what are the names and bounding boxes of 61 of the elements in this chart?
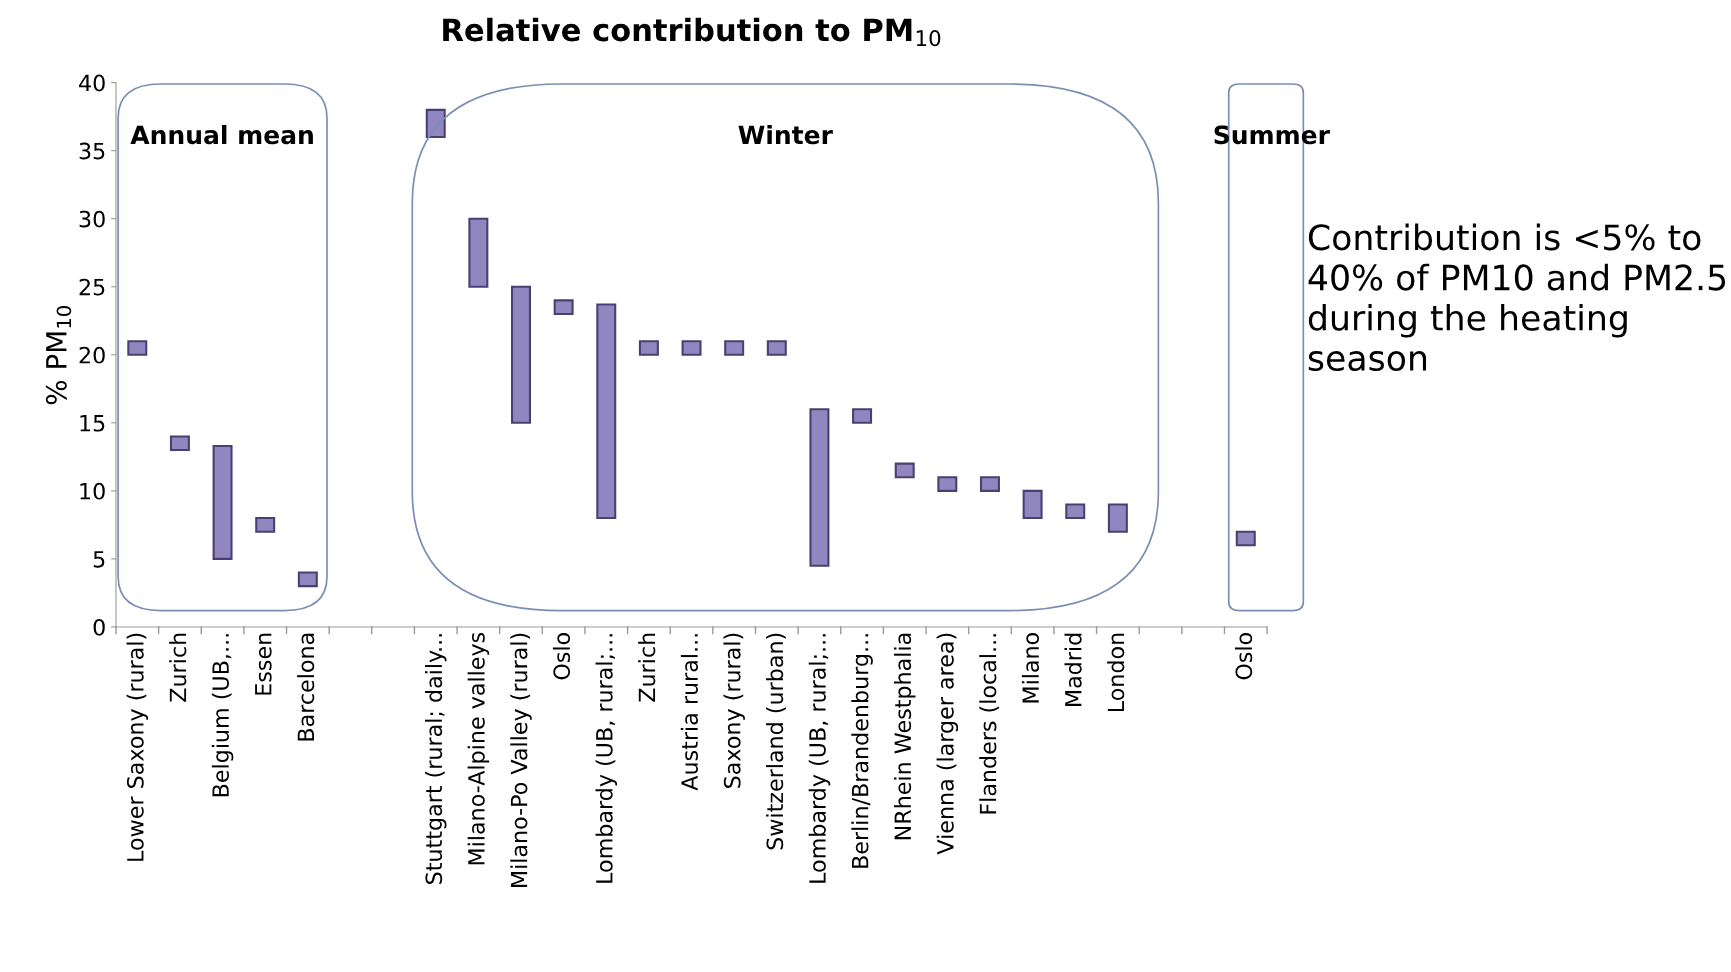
bar (724, 340, 745, 356)
bar (1022, 489, 1043, 520)
x-tick-label: Lower Saxony (rural) (126, 633, 149, 861)
x-tick-label: Milano-Po Valley (rural) (510, 633, 532, 887)
x-tick-label: Vienna (larger area) (936, 633, 959, 855)
x-tick-label: Barcelona (297, 633, 315, 741)
x-tick-label: NRhein Westphalia (893, 633, 916, 840)
bar (297, 571, 318, 588)
bar (638, 340, 659, 356)
chart-title: Relative contribution to PM$_{10}$ (443, 17, 941, 47)
y-tick-label: 30 (79, 210, 105, 228)
x-tick-label: Zurich (169, 633, 187, 702)
y-tick-label: 15 (80, 415, 105, 432)
bar (809, 408, 830, 567)
y-tick-label: 10 (80, 482, 105, 500)
bar (894, 462, 915, 479)
bar (425, 108, 446, 139)
bar (169, 435, 190, 452)
bar (596, 303, 617, 520)
y-tick-label: 40 (79, 74, 105, 92)
x-tick-label: Madrid (1064, 633, 1082, 706)
x-tick-label: Zurich (638, 633, 656, 702)
x-tick-label: Milano-Alpine valleys (467, 632, 490, 865)
bar (511, 285, 531, 424)
bar (766, 340, 787, 356)
x-tick-label: Essen (255, 633, 272, 695)
bar (212, 444, 233, 560)
x-tick-label: Oslo (1235, 633, 1253, 680)
bar (1235, 530, 1256, 547)
y-tick-label: 25 (79, 278, 105, 296)
x-tick-label: Berlin/Brandenburg... (851, 634, 873, 868)
bar (1065, 503, 1086, 520)
x-tick-label: Belgium (UB,... (211, 634, 234, 797)
text: Contribution is <5% to 40% of PM10 and PM2.5 during the heating season (1308, 223, 1726, 372)
y-axis-title: % PM$_{10}$ (45, 306, 72, 405)
bar (852, 408, 873, 424)
x-tick-label: Switzerland (urban) (766, 633, 786, 850)
x-tick-label: Milano (1021, 633, 1040, 703)
y-tick-label: 20 (79, 346, 105, 364)
y-tick-label: 5 (93, 551, 105, 568)
bar (681, 340, 702, 356)
annotation: Summer (1214, 125, 1330, 145)
annotation: Winter (738, 124, 833, 145)
x-tick-label: Austria rural... (680, 634, 698, 791)
bar (937, 476, 958, 492)
bar (255, 517, 276, 533)
x-tick-label: Lombardy (UB, rural;... (808, 634, 831, 883)
x-tick-label: Lombardy (UB, rural;... (595, 634, 618, 883)
x-tick-label: Flanders (local... (979, 634, 1000, 814)
bar (468, 217, 489, 288)
annotation: Annual mean (130, 124, 313, 145)
x-tick-label: London (1107, 633, 1125, 712)
x-tick-label: Stuttgart (rural; daily... (424, 634, 447, 884)
y-tick-label: 35 (79, 142, 105, 160)
x-tick-label: Oslo (552, 633, 571, 680)
bar (127, 340, 148, 356)
bar (553, 299, 574, 315)
bar (979, 476, 1000, 492)
bar (1107, 503, 1128, 533)
x-tick-label: Saxony (rural) (723, 633, 745, 788)
y-tick-label: 0 (93, 618, 105, 636)
